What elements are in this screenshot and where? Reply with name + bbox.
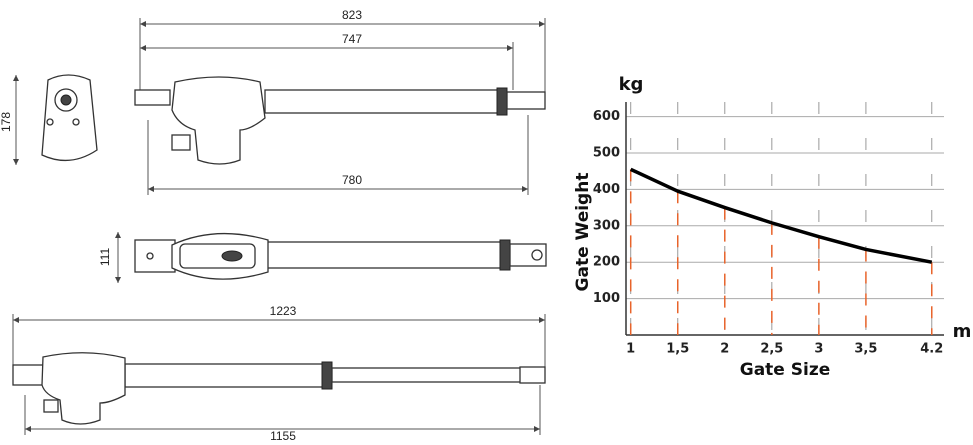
y-axis-label: Gate Weight — [573, 173, 593, 292]
x-tick-label: 3,5 — [854, 342, 877, 357]
x-tick-label: 4.2 — [920, 342, 943, 357]
technical-drawing: 823 747 780 178 111 1223 1155 — [0, 8, 547, 443]
y-unit: kg — [619, 74, 644, 95]
y-tick-label: 500 — [593, 145, 620, 160]
x-axis-label: Gate Size — [740, 360, 831, 380]
weight-curve — [629, 167, 933, 264]
x-tick-label: 3 — [814, 342, 823, 357]
chart: kg m Gate Weight Gate Size 100 200 300 400 5… — [573, 74, 971, 380]
y-tick-label: 600 — [593, 109, 620, 124]
dimension-label: 747 — [342, 32, 362, 46]
y-tick-label: 100 — [593, 291, 620, 306]
dimension-label: 1223 — [270, 304, 297, 318]
x-unit: m — [953, 321, 972, 342]
dimension-label: 111 — [98, 248, 112, 267]
x-tick-label: 2,5 — [760, 342, 783, 357]
x-tick-label: 1 — [626, 342, 635, 357]
y-tick-label: 300 — [593, 218, 620, 233]
dimension-label: 178 — [0, 112, 13, 132]
x-tick-label: 2 — [720, 342, 729, 357]
dimension-label: 823 — [342, 8, 362, 22]
y-tick-label: 400 — [593, 182, 620, 197]
dimension-label: 780 — [342, 173, 362, 187]
x-tick-label: 1,5 — [666, 342, 689, 357]
y-tick-label: 200 — [593, 255, 620, 270]
dimension-label: 1155 — [270, 429, 296, 443]
